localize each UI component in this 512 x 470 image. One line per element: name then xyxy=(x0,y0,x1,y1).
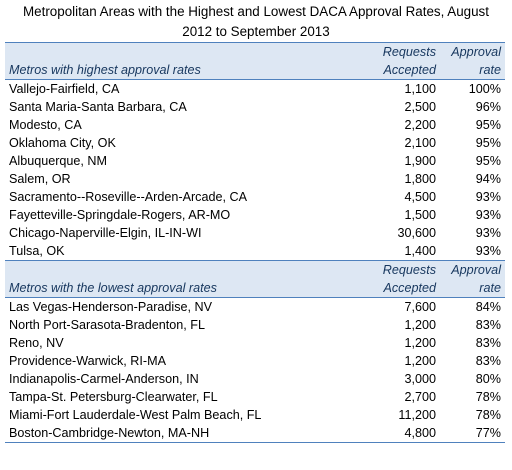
rate-header-top: Approval xyxy=(440,42,505,61)
requests-header-bottom: Accepted xyxy=(357,61,440,80)
table-row: Reno, NV 1,200 83% xyxy=(5,334,505,352)
requests-header-top: Requests xyxy=(357,42,440,61)
section-header-row-bottom: Metros with the lowest approval rates Acc… xyxy=(5,279,505,298)
metro-name-cell: Santa Maria-Santa Barbara, CA xyxy=(5,98,357,116)
section-header-row-top: Requests Approval xyxy=(5,260,505,279)
metro-name-cell: Modesto, CA xyxy=(5,116,357,134)
table-row: Miami-Fort Lauderdale-West Palm Beach, F… xyxy=(5,406,505,424)
table-row: Las Vegas-Henderson-Paradise, NV 7,600 84% xyxy=(5,297,505,316)
metro-name-cell: Reno, NV xyxy=(5,334,357,352)
approval-rate-cell: 93% xyxy=(440,242,505,261)
requests-accepted-cell: 1,800 xyxy=(357,170,440,188)
rate-header-bottom: rate xyxy=(440,61,505,80)
metro-name-cell: Chicago-Naperville-Elgin, IL-IN-WI xyxy=(5,224,357,242)
header-blank-cell xyxy=(5,260,357,279)
table-row: Salem, OR 1,800 94% xyxy=(5,170,505,188)
requests-accepted-cell: 1,500 xyxy=(357,206,440,224)
approval-rate-cell: 95% xyxy=(440,116,505,134)
table-row: Tampa-St. Petersburg-Clearwater, FL 2,700… xyxy=(5,388,505,406)
header-blank-cell xyxy=(5,42,357,61)
section-header-row-top: Requests Approval xyxy=(5,42,505,61)
approval-rates-table: Requests Approval Metros with highest appr… xyxy=(5,42,505,443)
requests-accepted-cell: 30,600 xyxy=(357,224,440,242)
table-row: North Port-Sarasota-Bradenton, FL 1,200 83… xyxy=(5,316,505,334)
approval-rate-cell: 94% xyxy=(440,170,505,188)
requests-accepted-cell: 3,000 xyxy=(357,370,440,388)
table-title: Metropolitan Areas with the Highest and … xyxy=(0,0,512,42)
table-title-line-2: 2012 to September 2013 xyxy=(182,24,330,39)
metro-name-cell: Oklahoma City, OK xyxy=(5,134,357,152)
approval-rate-cell: 96% xyxy=(440,98,505,116)
requests-accepted-cell: 4,500 xyxy=(357,188,440,206)
requests-accepted-cell: 1,900 xyxy=(357,152,440,170)
approval-rate-cell: 80% xyxy=(440,370,505,388)
requests-accepted-cell: 2,200 xyxy=(357,116,440,134)
approval-rate-cell: 78% xyxy=(440,388,505,406)
approval-rate-cell: 93% xyxy=(440,188,505,206)
metro-name-cell: Fayetteville-Springdale-Rogers, AR-MO xyxy=(5,206,357,224)
table-row: Boston-Cambridge-Newton, MA-NH 4,800 77% xyxy=(5,424,505,443)
metro-name-cell: Albuquerque, NM xyxy=(5,152,357,170)
table-row: Tulsa, OK 1,400 93% xyxy=(5,242,505,261)
table-title-line-1: Metropolitan Areas with the Highest and … xyxy=(23,4,489,19)
requests-accepted-cell: 7,600 xyxy=(357,297,440,316)
requests-accepted-cell: 11,200 xyxy=(357,406,440,424)
metro-name-cell: Vallejo-Fairfield, CA xyxy=(5,79,357,98)
table-row: Oklahoma City, OK 2,100 95% xyxy=(5,134,505,152)
requests-accepted-cell: 2,700 xyxy=(357,388,440,406)
approval-rate-cell: 83% xyxy=(440,334,505,352)
metro-name-cell: Providence-Warwick, RI-MA xyxy=(5,352,357,370)
table-row: Modesto, CA 2,200 95% xyxy=(5,116,505,134)
approval-rate-cell: 83% xyxy=(440,316,505,334)
metro-name-cell: Indianapolis-Carmel-Anderson, IN xyxy=(5,370,357,388)
approval-rate-cell: 78% xyxy=(440,406,505,424)
requests-accepted-cell: 1,400 xyxy=(357,242,440,261)
section-label: Metros with highest approval rates xyxy=(5,61,357,80)
table-row: Albuquerque, NM 1,900 95% xyxy=(5,152,505,170)
requests-accepted-cell: 2,500 xyxy=(357,98,440,116)
requests-header-bottom: Accepted xyxy=(357,279,440,298)
section-label: Metros with the lowest approval rates xyxy=(5,279,357,298)
requests-accepted-cell: 1,200 xyxy=(357,334,440,352)
table-row: Providence-Warwick, RI-MA 1,200 83% xyxy=(5,352,505,370)
table-body: Requests Approval Metros with highest appr… xyxy=(5,42,505,443)
rate-header-top: Approval xyxy=(440,260,505,279)
table-row: Indianapolis-Carmel-Anderson, IN 3,000 80% xyxy=(5,370,505,388)
approval-rate-cell: 77% xyxy=(440,424,505,443)
rate-header-bottom: rate xyxy=(440,279,505,298)
table-row: Chicago-Naperville-Elgin, IL-IN-WI 30,600… xyxy=(5,224,505,242)
table-row: Vallejo-Fairfield, CA 1,100 100% xyxy=(5,79,505,98)
requests-accepted-cell: 1,200 xyxy=(357,352,440,370)
metro-name-cell: Sacramento--Roseville--Arden-Arcade, CA xyxy=(5,188,357,206)
metro-name-cell: Tulsa, OK xyxy=(5,242,357,261)
section-header-row-bottom: Metros with highest approval rates Accept… xyxy=(5,61,505,80)
approval-rate-cell: 100% xyxy=(440,79,505,98)
metro-name-cell: Tampa-St. Petersburg-Clearwater, FL xyxy=(5,388,357,406)
table-row: Fayetteville-Springdale-Rogers, AR-MO 1,5… xyxy=(5,206,505,224)
requests-accepted-cell: 1,200 xyxy=(357,316,440,334)
requests-header-top: Requests xyxy=(357,260,440,279)
metro-name-cell: North Port-Sarasota-Bradenton, FL xyxy=(5,316,357,334)
requests-accepted-cell: 4,800 xyxy=(357,424,440,443)
approval-rate-cell: 84% xyxy=(440,297,505,316)
metro-name-cell: Miami-Fort Lauderdale-West Palm Beach, F… xyxy=(5,406,357,424)
table-row: Santa Maria-Santa Barbara, CA 2,500 96% xyxy=(5,98,505,116)
metro-name-cell: Salem, OR xyxy=(5,170,357,188)
metro-name-cell: Boston-Cambridge-Newton, MA-NH xyxy=(5,424,357,443)
approval-rate-cell: 95% xyxy=(440,134,505,152)
table-row: Sacramento--Roseville--Arden-Arcade, CA 4… xyxy=(5,188,505,206)
metro-name-cell: Las Vegas-Henderson-Paradise, NV xyxy=(5,297,357,316)
approval-rate-cell: 93% xyxy=(440,224,505,242)
requests-accepted-cell: 2,100 xyxy=(357,134,440,152)
approval-rate-cell: 95% xyxy=(440,152,505,170)
approval-rate-cell: 83% xyxy=(440,352,505,370)
approval-rate-cell: 93% xyxy=(440,206,505,224)
requests-accepted-cell: 1,100 xyxy=(357,79,440,98)
